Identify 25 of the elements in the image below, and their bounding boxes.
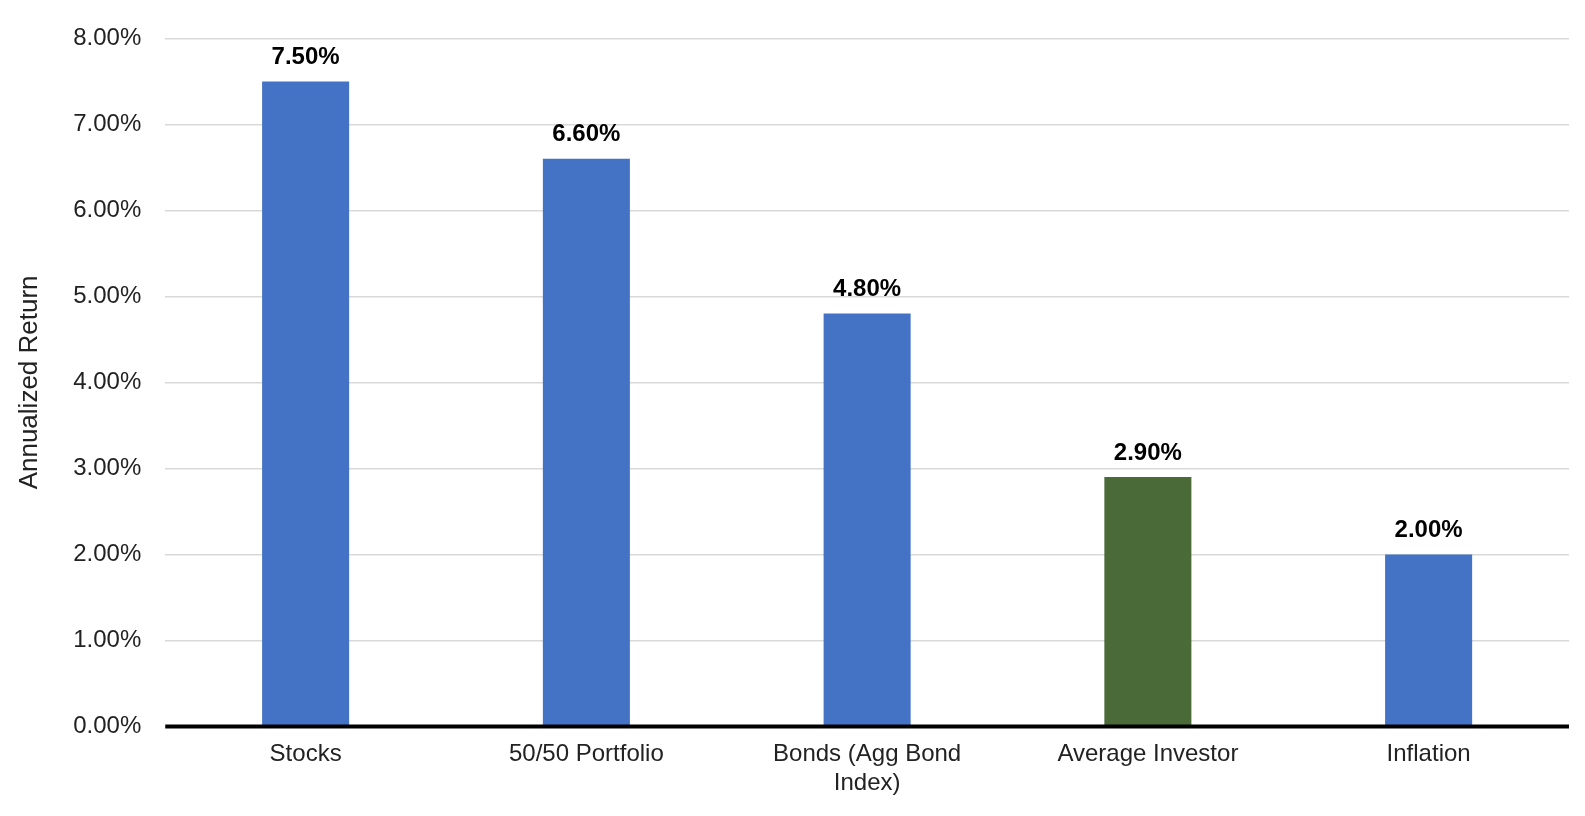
- y-tick-label: 0.00%: [73, 711, 142, 739]
- y-axis-title: Annualized Return: [12, 275, 43, 490]
- bar: [262, 81, 350, 726]
- y-tick-label: 2.00%: [73, 539, 142, 567]
- data-label: 2.90%: [1113, 437, 1182, 465]
- x-tick-label: Average Investor: [1057, 739, 1239, 767]
- y-tick-label: 1.00%: [73, 625, 142, 653]
- bar: [542, 158, 630, 726]
- y-tick-label: 8.00%: [73, 23, 142, 51]
- bar: [1104, 477, 1192, 726]
- y-tick-label: 4.00%: [73, 367, 142, 395]
- data-label: 7.50%: [271, 42, 340, 70]
- bar: [1385, 554, 1473, 726]
- x-tick-label: 50/50 Portfolio: [508, 739, 664, 767]
- x-tick-label: Stocks: [269, 739, 342, 767]
- data-label: 4.80%: [833, 274, 902, 302]
- y-tick-label: 7.00%: [73, 109, 142, 137]
- data-label: 6.60%: [552, 119, 621, 147]
- data-label: 2.00%: [1394, 515, 1463, 543]
- x-tick-label: Inflation: [1386, 739, 1471, 767]
- y-tick-label: 6.00%: [73, 195, 142, 223]
- bar: [823, 313, 911, 726]
- y-tick-label: 3.00%: [73, 453, 142, 481]
- y-tick-label: 5.00%: [73, 281, 142, 309]
- x-tick-label: Bonds (Agg Bond Index): [773, 739, 962, 796]
